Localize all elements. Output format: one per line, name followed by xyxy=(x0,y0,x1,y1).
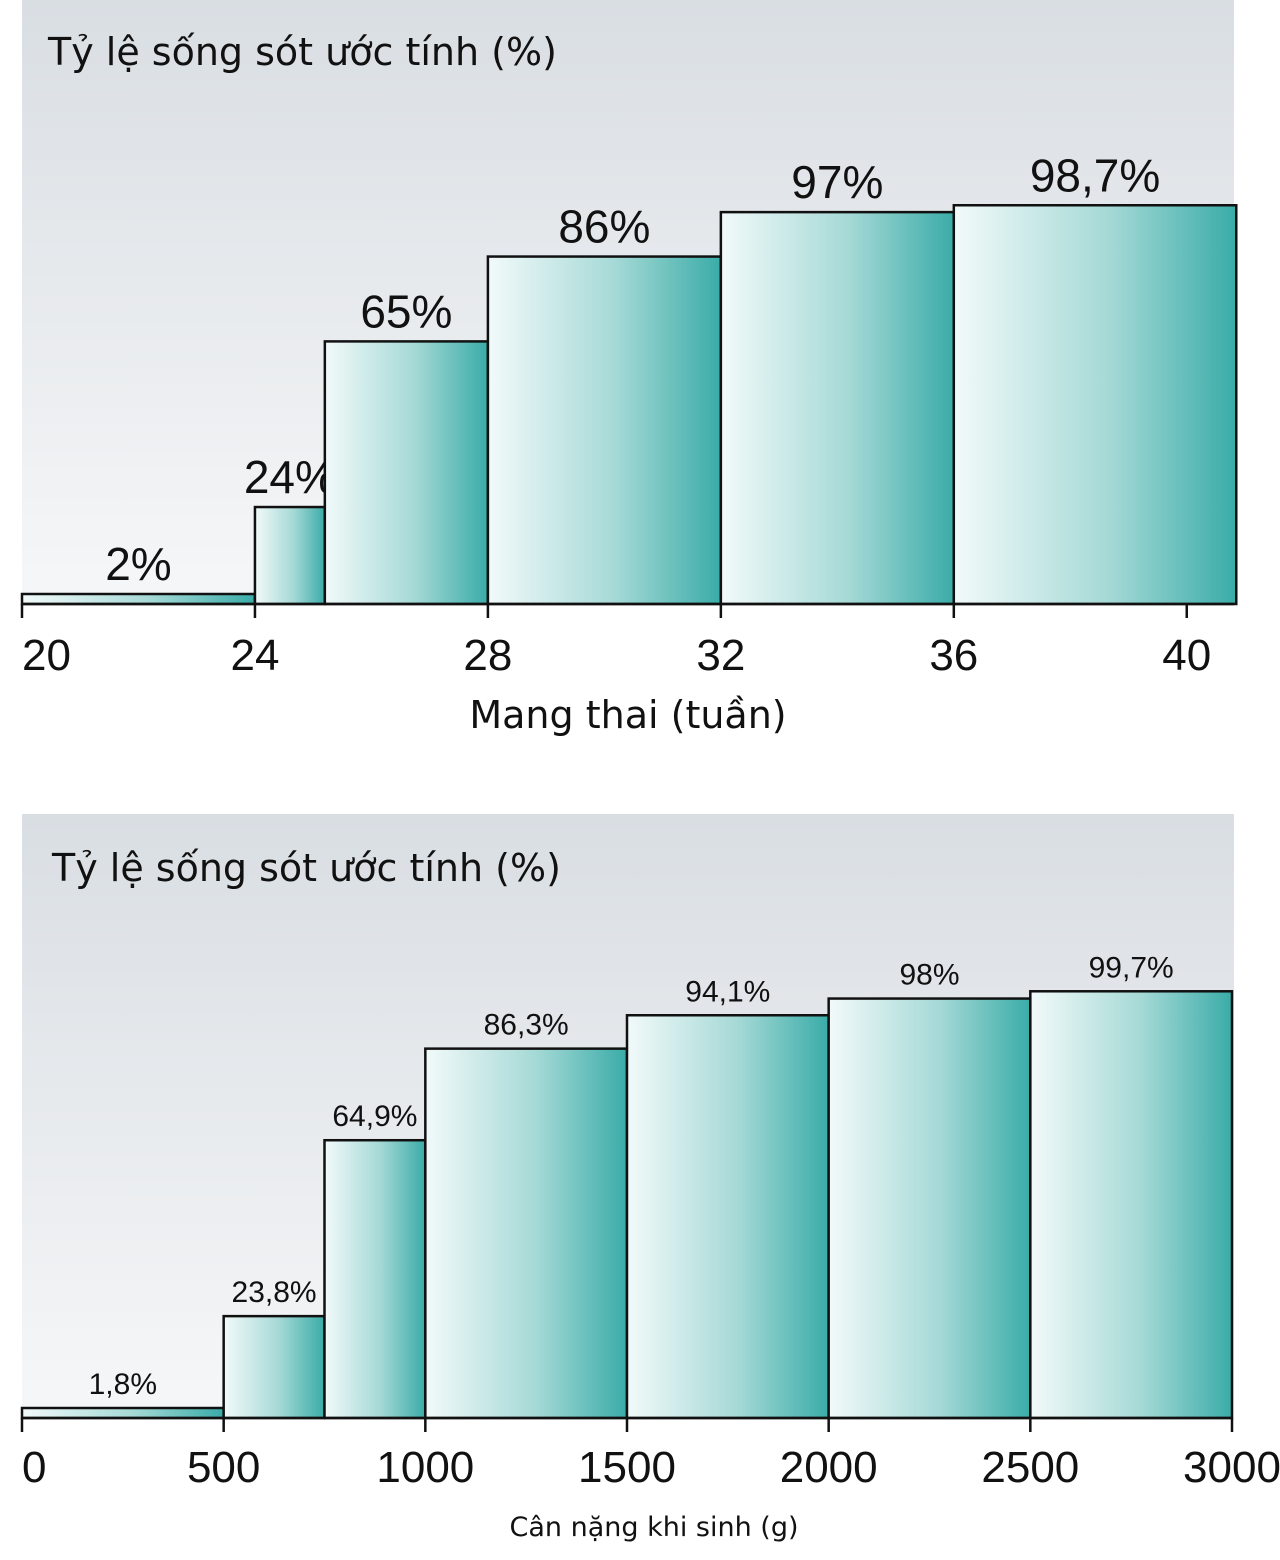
bar-label-5: 98% xyxy=(899,959,959,992)
x-tick-label-3: 1500 xyxy=(578,1443,676,1492)
bars-group: 1,8% 23,8% 64,9% 86,3% 94,1% 98% 99,7% xyxy=(20,951,1234,1420)
bar-1 xyxy=(222,1314,326,1420)
bar-0 xyxy=(20,592,257,606)
x-axis: 0 500 1000 1500 2000 2500 3000 xyxy=(20,1416,1280,1492)
birthweight-survival-chart: Tỷ lệ sống sót ước tính (%) 1,8% 23,8% 64,… xyxy=(0,800,1280,1560)
bar-label-3: 86,3% xyxy=(484,1009,569,1042)
bar-label-0: 2% xyxy=(105,538,171,590)
bar-0 xyxy=(20,1406,225,1420)
x-tick-label-0: 0 xyxy=(22,1443,46,1492)
x-axis: 20 24 28 32 36 40 xyxy=(20,602,1234,680)
x-tick-label-6: 3000 xyxy=(1183,1443,1280,1492)
bar-label-2: 65% xyxy=(360,285,452,337)
x-tick-label-1: 24 xyxy=(230,631,279,680)
x-tick-label-4: 2000 xyxy=(780,1443,878,1492)
x-tick-label-4: 36 xyxy=(929,631,978,680)
gestation-chart-svg: Tỷ lệ sống sót ước tính (%) 2% 24% 65% 86% 9… xyxy=(20,0,1238,737)
bar-3 xyxy=(486,255,723,606)
x-tick-label-2: 1000 xyxy=(376,1443,474,1492)
bar-1 xyxy=(253,505,327,606)
bar-2 xyxy=(323,1138,427,1420)
bar-3 xyxy=(424,1047,629,1420)
birthweight-chart-svg: Tỷ lệ sống sót ước tính (%) 1,8% 23,8% 64,… xyxy=(20,814,1280,1543)
bar-label-4: 94,1% xyxy=(685,975,770,1008)
x-axis-title: Mang thai (tuần) xyxy=(469,693,786,737)
x-tick-label-1: 500 xyxy=(187,1443,260,1492)
bar-label-2: 64,9% xyxy=(332,1100,417,1133)
chart-title: Tỷ lệ sống sót ước tính (%) xyxy=(51,846,561,890)
bar-label-1: 24% xyxy=(244,451,336,503)
x-axis-title: Cân nặng khi sinh (g) xyxy=(510,1512,799,1543)
bar-label-1: 23,8% xyxy=(232,1276,317,1309)
bar-label-3: 86% xyxy=(558,201,650,253)
bar-label-0: 1,8% xyxy=(89,1368,157,1401)
x-tick-label-5: 40 xyxy=(1162,631,1211,680)
bar-label-4: 97% xyxy=(791,156,883,208)
x-tick-label-5: 2500 xyxy=(981,1443,1079,1492)
bar-5 xyxy=(827,997,1032,1420)
bar-label-5: 98,7% xyxy=(1030,149,1160,201)
x-tick-label-2: 28 xyxy=(463,631,512,680)
gestation-survival-chart: Tỷ lệ sống sót ước tính (%) 2% 24% 65% 86% 9… xyxy=(0,0,1280,760)
x-tick-label-0: 20 xyxy=(22,631,71,680)
bar-4 xyxy=(625,1014,830,1420)
bars-group: 2% 24% 65% 86% 97% 98,7% xyxy=(20,149,1238,606)
bar-4 xyxy=(719,210,956,606)
bar-5 xyxy=(952,204,1238,606)
chart-title: Tỷ lệ sống sót ước tính (%) xyxy=(47,30,557,74)
bar-2 xyxy=(323,340,490,606)
bar-6 xyxy=(1029,990,1234,1420)
x-tick-label-3: 32 xyxy=(696,631,745,680)
bar-label-6: 99,7% xyxy=(1089,951,1174,984)
